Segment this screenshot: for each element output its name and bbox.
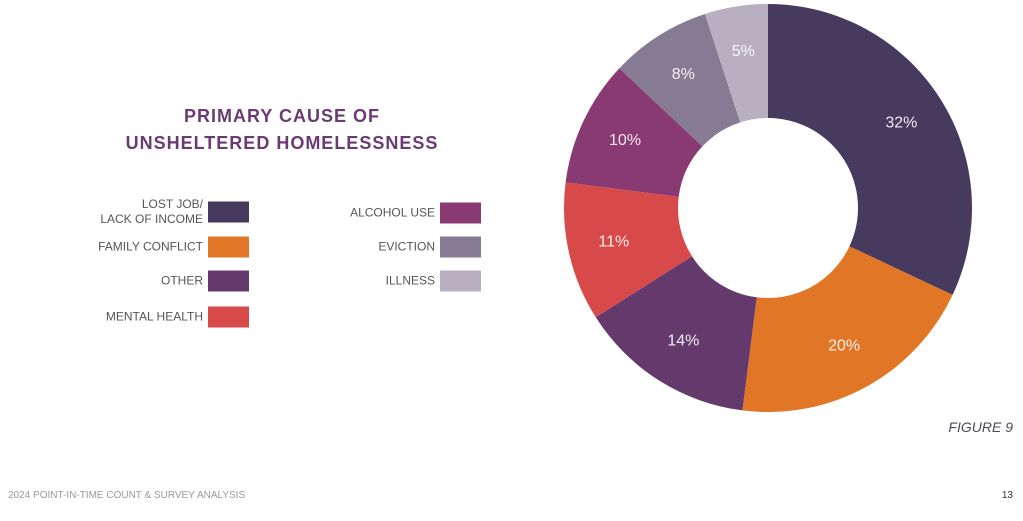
donut-slice: [563, 182, 693, 318]
legend-label: LOST JOB/ LACK OF INCOME: [100, 197, 203, 226]
legend-swatch: [208, 270, 249, 292]
legend-swatch: [208, 236, 249, 258]
slice-label: 32%: [885, 115, 917, 132]
legend-swatch: [440, 270, 481, 292]
legend-label: OTHER: [161, 273, 203, 288]
legend-label: MENTAL HEALTH: [105, 309, 203, 324]
figure-label: FIGURE 9: [948, 419, 1013, 435]
legend-label: ALCOHOL USE: [350, 205, 435, 220]
legend-swatch: [440, 236, 481, 258]
legend-swatch: [208, 201, 249, 223]
donut-slice: [704, 4, 768, 123]
slice-label: 10%: [609, 132, 641, 149]
chart-title: PRIMARY CAUSE OF UNSHELTERED HOMELESSNESS: [126, 106, 439, 153]
legend-swatch: [208, 306, 249, 328]
legend-label: FAMILY CONFLICT: [98, 239, 203, 254]
legend-swatch: [440, 202, 481, 224]
donut-slice: [742, 246, 953, 412]
footer-text: 2024 POINT-IN-TIME COUNT & SURVEY ANALYS…: [8, 490, 245, 501]
legend-label: ILLNESS: [385, 273, 435, 288]
page-number: 13: [1002, 490, 1014, 501]
donut-slice: [565, 68, 703, 197]
slice-label: 14%: [667, 333, 699, 350]
donut-slice: [768, 4, 973, 295]
slice-label: 8%: [672, 66, 695, 83]
slice-label: 11%: [598, 234, 629, 251]
donut-slice: [619, 13, 741, 147]
slice-label: 20%: [828, 338, 860, 355]
donut-slice: [595, 256, 757, 411]
legend-label: EVICTION: [378, 239, 435, 254]
slice-label: 5%: [732, 43, 755, 60]
